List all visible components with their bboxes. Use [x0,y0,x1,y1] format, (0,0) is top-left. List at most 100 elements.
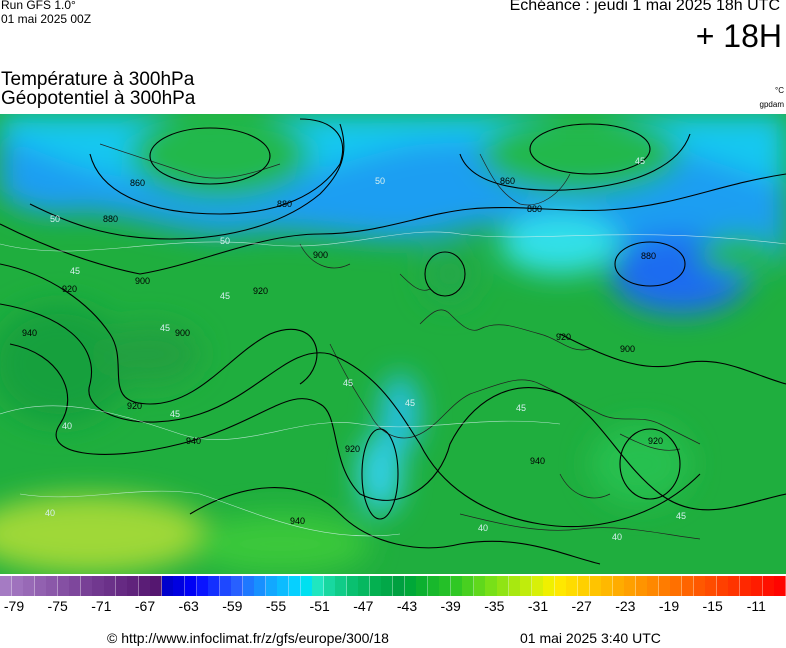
scale-swatch [208,576,221,596]
color-scale-bar [0,576,786,596]
scale-tick-label: -35 [484,598,505,614]
scale-swatch [92,576,105,596]
scale-swatch [774,576,786,596]
isotherm-label: 45 [343,378,353,388]
scale-swatch [323,576,336,596]
scale-swatch [716,576,729,596]
contour-label: 900 [620,344,635,354]
contour-label: 860 [130,178,145,188]
geopotential-contours [0,118,786,565]
scale-tick-label: -79 [3,598,25,614]
scale-swatch [589,576,602,596]
scale-swatch [416,576,429,596]
scale-tick-label: -31 [527,598,549,614]
scale-swatch [670,576,683,596]
scale-swatch [57,576,70,596]
isotherm-label: 45 [220,291,230,301]
scale-swatch [34,576,47,596]
scale-swatch [404,576,417,596]
isotherm-label: 50 [375,176,385,186]
scale-swatch [566,576,579,596]
forecast-valid-time: Echéance : jeudi 1 mai 2025 18h UTC [509,0,780,14]
scale-swatch [196,576,209,596]
temperature-unit: °C [775,86,784,95]
scale-swatch [161,576,174,596]
contour-label: 940 [290,516,305,526]
scale-tick-label: -19 [658,598,680,614]
scale-swatch [497,576,510,596]
scale-swatch [265,576,278,596]
scale-tick-label: -27 [571,598,592,614]
scale-swatch [427,576,440,596]
scale-swatch [531,576,544,596]
scale-tick-label: -15 [702,598,723,614]
scale-swatch [23,576,36,596]
isotherm-label: 45 [170,409,180,419]
scale-swatch [150,576,163,596]
scale-swatch [450,576,463,596]
scale-tick-label: -43 [396,598,418,614]
scale-swatch [577,576,590,596]
scale-tick-label: -11 [746,598,766,614]
scale-swatch [80,576,93,596]
scale-swatch [751,576,764,596]
contour-label: 940 [22,328,37,338]
scale-swatch [554,576,567,596]
scale-tick-label: -71 [91,598,112,614]
isotherm-label: 40 [612,532,622,542]
scale-swatch [520,576,533,596]
scale-tick-label: -59 [222,598,243,614]
scale-tick-label: -39 [440,598,461,614]
isotherm-label: 40 [478,523,488,533]
contour-label: 860 [500,176,515,186]
scale-swatch [693,576,706,596]
isotherm-label: 50 [220,236,230,246]
scale-swatch [312,576,325,596]
generation-time: 01 mai 2025 3:40 UTC [520,630,661,646]
contour-label: 920 [345,444,360,454]
map-title-temperature: Température à 300hPa [1,69,195,90]
contour-label: 880 [103,214,118,224]
contour-label: 900 [313,250,328,260]
scale-swatch [358,576,371,596]
run-model-label: Run GFS 1.0° [1,0,76,12]
scale-swatch [138,576,151,596]
scale-swatch [369,576,382,596]
temperature-labels: 50 50 45 45 45 45 45 45 40 40 40 45 45 4… [45,156,686,542]
scale-swatch [231,576,244,596]
scale-swatch [601,576,614,596]
geopotential-unit: gpdam [759,100,784,109]
scale-swatch [728,576,741,596]
scale-swatch [254,576,267,596]
scale-tick-label: -63 [178,598,199,614]
map-title-geopotential: Géopotentiel à 300hPa [1,88,196,109]
scale-swatch [184,576,197,596]
contour-label: 940 [186,436,201,446]
scale-tick-label: -51 [309,598,330,614]
contour-label: 900 [135,276,150,286]
scale-swatch [173,576,186,596]
scale-swatch [658,576,671,596]
contour-label: 920 [62,284,77,294]
contour-label: 920 [556,332,571,342]
isotherm-label: 50 [50,214,60,224]
contour-label: 880 [641,251,656,261]
scale-swatch [624,576,637,596]
weather-map: 860 880 900 920 940 860 880 880 900 920 … [0,114,786,574]
scale-swatch [462,576,475,596]
scale-tick-label: -67 [134,598,156,614]
scale-swatch [439,576,452,596]
scale-tick-label: -23 [615,598,636,614]
scale-swatch [288,576,302,596]
scale-swatch [381,576,394,596]
scale-swatch [0,576,13,596]
isotherm-label: 40 [45,508,55,518]
contour-label: 940 [530,456,545,466]
contour-label: 920 [253,286,268,296]
contour-label: 880 [527,204,542,214]
isotherm-label: 40 [62,421,72,431]
scale-swatch [739,576,752,596]
scale-swatch [242,576,255,596]
scale-swatch [762,576,775,596]
color-scale-labels: -79 -75 -71 -67 -63 -59 -55 -51 -47 -43 -39 -35 -31 -… [0,598,786,616]
